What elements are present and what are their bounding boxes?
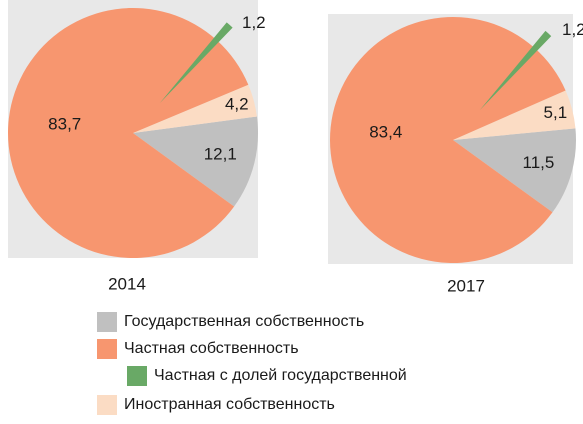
- data-label: 11,5: [523, 153, 555, 172]
- pie-slice: [479, 30, 552, 111]
- legend-label: Частная с долей государственной: [154, 367, 407, 384]
- pie-slice: [453, 90, 576, 140]
- data-label: 12,1: [204, 145, 237, 164]
- data-label: 83,7: [48, 115, 81, 134]
- data-label: 1,2: [242, 13, 266, 32]
- legend-swatch: [97, 339, 117, 359]
- legend-swatch: [97, 395, 117, 415]
- pie-title: 2014: [108, 274, 146, 293]
- legend-label: Частная собственность: [124, 340, 299, 357]
- data-label: 5,1: [544, 103, 568, 122]
- pie-title: 2017: [447, 276, 485, 295]
- data-label: 1,2: [562, 20, 583, 39]
- legend-swatch: [97, 312, 117, 332]
- pie-slice: [453, 128, 576, 213]
- pie-slice: [133, 116, 258, 207]
- legend-label: Государственная собственность: [124, 313, 364, 330]
- data-label: 83,4: [369, 122, 402, 141]
- legend-swatch: [127, 366, 147, 386]
- pie-slice: [133, 84, 257, 133]
- pie-slice: [159, 22, 233, 104]
- data-label: 4,2: [225, 94, 249, 113]
- legend-label: Иностранная собственность: [124, 396, 335, 413]
